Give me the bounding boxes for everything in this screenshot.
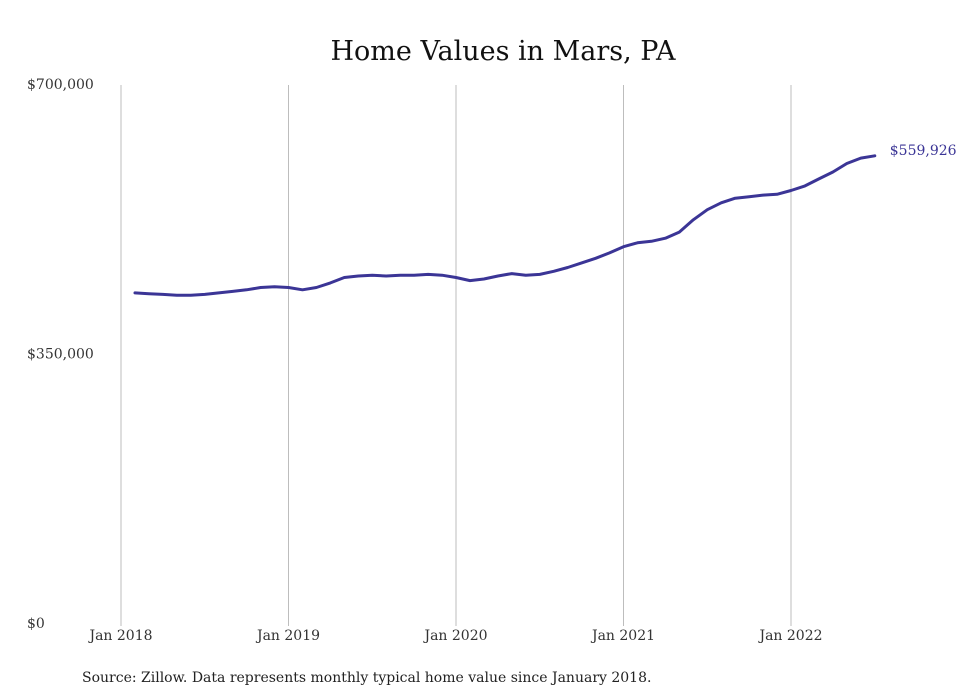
chart-title: Home Values in Mars, PA	[331, 36, 676, 67]
series-line	[133, 154, 877, 297]
y-tick-label: $700,000	[27, 77, 94, 93]
source-note: Source: Zillow. Data represents monthly …	[82, 670, 651, 686]
x-axis-ticks: Jan 2018 Jan 2019 Jan 2020 Jan 2021 Jan 2022	[87, 628, 822, 644]
end-value-label: $559,926	[890, 143, 957, 159]
x-tick-label: Jan 2021	[590, 628, 655, 644]
y-tick-label: $0	[27, 616, 45, 632]
y-tick-label: $350,000	[27, 347, 94, 363]
x-tick-label: Jan 2019	[255, 628, 320, 644]
y-axis-ticks: $0 $350,000 $700,000	[27, 77, 94, 632]
x-tick-label: Jan 2018	[87, 628, 152, 644]
grid-lines	[120, 85, 792, 626]
x-tick-label: Jan 2022	[757, 628, 822, 644]
x-tick-label: Jan 2020	[422, 628, 487, 644]
